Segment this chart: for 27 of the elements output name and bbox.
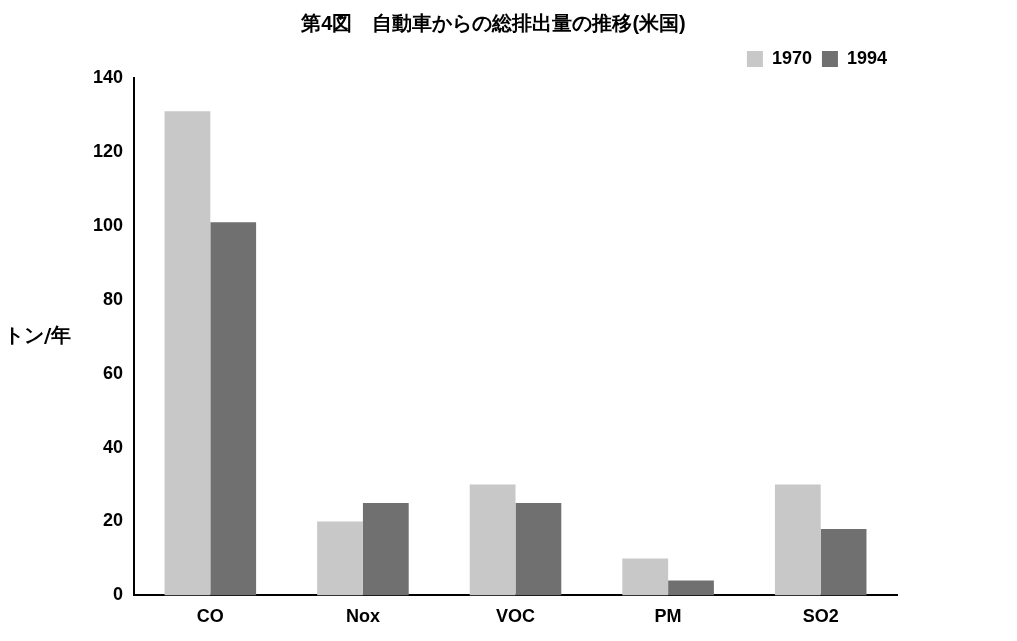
bar xyxy=(774,484,821,596)
y-tick-label: 120 xyxy=(92,140,124,161)
y-tick-label: 100 xyxy=(92,214,124,235)
bar xyxy=(622,558,669,596)
chart-title: 第4図 自動車からの総排出量の推移(米国) xyxy=(300,11,686,34)
bar xyxy=(362,503,409,596)
bar xyxy=(515,503,562,596)
y-tick-label: 60 xyxy=(103,362,124,383)
bar xyxy=(210,222,257,596)
bar xyxy=(317,521,363,596)
bar xyxy=(469,484,516,596)
bar xyxy=(668,580,714,596)
bar xyxy=(820,528,867,596)
x-tick-label: PM xyxy=(654,606,682,627)
y-tick-label: 40 xyxy=(103,436,124,457)
x-tick-label: CO xyxy=(196,606,224,627)
y-tick-label: 80 xyxy=(103,288,124,309)
y-tick-label: 140 xyxy=(92,66,124,87)
x-tick-label: Nox xyxy=(345,606,380,627)
x-tick-label: SO2 xyxy=(802,606,839,627)
y-tick-label: 0 xyxy=(113,584,124,605)
bar xyxy=(164,111,211,596)
y-axis-title: トン/年 xyxy=(4,322,72,347)
legend-label: 1970 xyxy=(771,47,812,68)
x-tick-label: VOC xyxy=(496,606,536,627)
legend-label: 1994 xyxy=(846,47,887,68)
y-tick-label: 20 xyxy=(103,510,124,531)
